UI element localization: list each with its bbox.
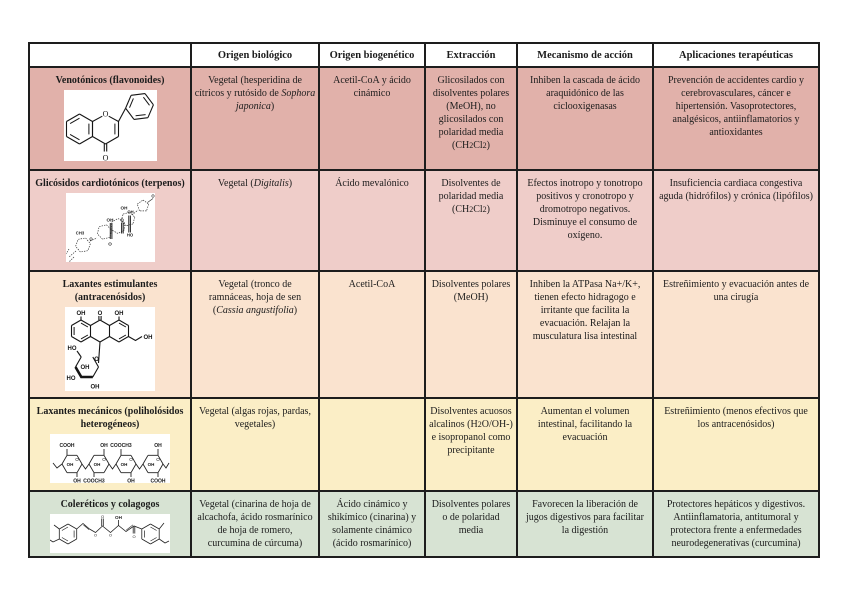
svg-text:OH: OH <box>148 462 155 467</box>
svg-text:OH: OH <box>100 443 108 449</box>
svg-text:O: O <box>94 534 97 538</box>
svg-text:OH: OH <box>106 218 114 223</box>
svg-text:O: O <box>132 534 135 539</box>
svg-text:OH: OH <box>144 335 153 341</box>
svg-text:OH: OH <box>115 311 124 317</box>
svg-text:O: O <box>108 242 112 247</box>
svg-text:COOCH3: COOCH3 <box>110 443 132 449</box>
svg-text:OH: OH <box>94 462 101 467</box>
svg-text:OH: OH <box>73 479 81 484</box>
svg-text:O: O <box>156 457 160 462</box>
svg-text:O: O <box>120 218 124 223</box>
svg-text:O: O <box>102 457 106 462</box>
svg-text:OH: OH <box>120 206 128 211</box>
svg-text:COOH: COOH <box>151 479 166 484</box>
svg-text:O: O <box>98 311 103 317</box>
svg-text:CH3: CH3 <box>75 231 84 236</box>
svg-text:OH: OH <box>127 479 135 484</box>
svg-text:OH: OH <box>127 210 133 215</box>
svg-text:O: O <box>109 534 112 538</box>
svg-text:OH: OH <box>115 515 123 520</box>
svg-text:OH: OH <box>91 385 100 391</box>
svg-text:HO: HO <box>68 346 77 352</box>
svg-text:O: O <box>75 457 79 462</box>
svg-text:O: O <box>89 237 93 242</box>
svg-text:COOCH3: COOCH3 <box>83 479 105 484</box>
svg-text:O: O <box>101 514 104 519</box>
svg-text:O: O <box>129 457 133 462</box>
svg-text:HO: HO <box>126 233 133 238</box>
svg-text:OH: OH <box>121 462 128 467</box>
svg-text:OH: OH <box>77 311 86 317</box>
svg-text:OH: OH <box>154 443 162 449</box>
svg-text:O: O <box>94 357 99 363</box>
svg-text:OH: OH <box>81 365 90 371</box>
svg-text:COOH: COOH <box>60 443 75 449</box>
svg-text:O: O <box>151 194 155 199</box>
svg-text:O: O <box>102 154 108 162</box>
svg-text:O: O <box>102 110 108 119</box>
svg-text:HO: HO <box>67 376 76 382</box>
svg-text:OH: OH <box>67 462 74 467</box>
